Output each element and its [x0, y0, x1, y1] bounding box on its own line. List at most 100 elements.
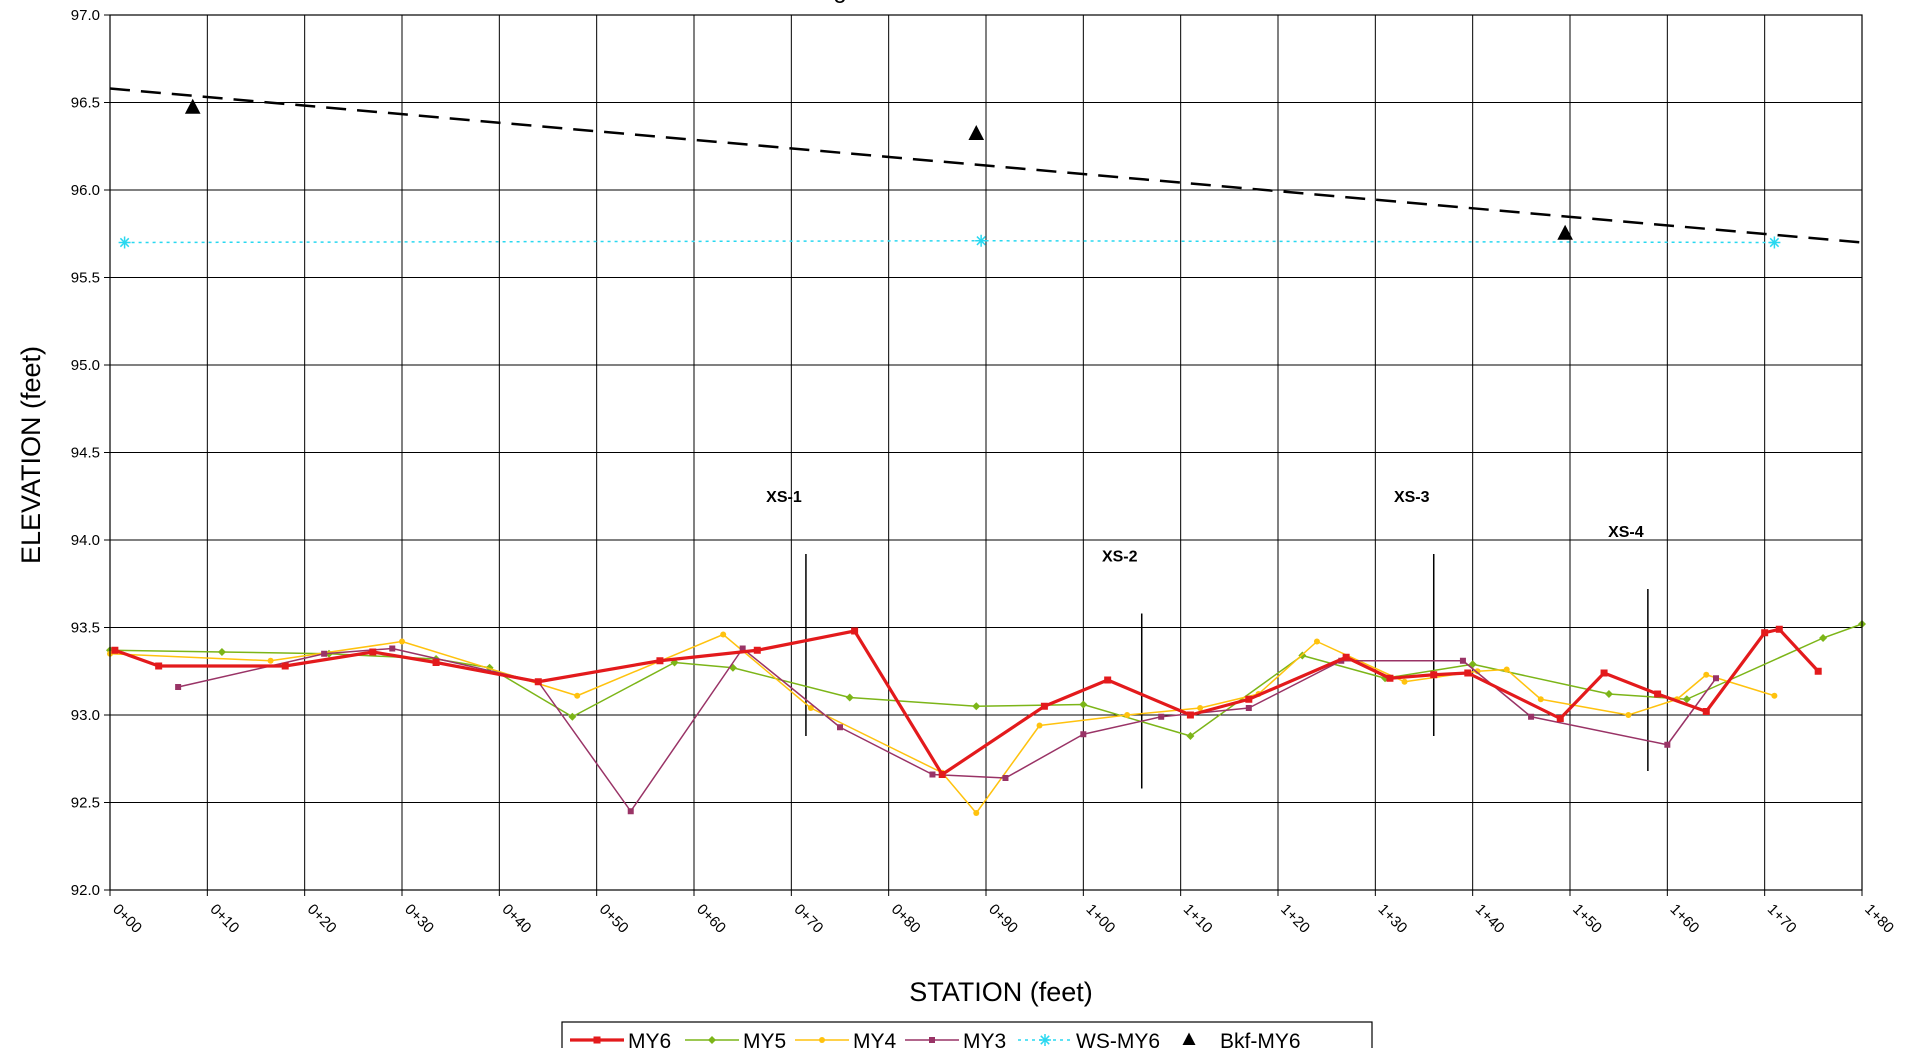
cross-section-label: XS-4 — [1608, 524, 1644, 541]
x-tick-label: 0+90 — [985, 901, 1021, 937]
data-point — [1079, 700, 1088, 709]
data-point — [1245, 705, 1252, 711]
x-tick-label: 0+80 — [888, 901, 924, 937]
x-tick-label: 0+40 — [499, 901, 535, 937]
legend-item: WS-MY6 — [1018, 1030, 1160, 1053]
data-point — [1182, 1032, 1196, 1045]
data-point — [184, 98, 201, 114]
y-tick-label: 92.0 — [71, 882, 100, 899]
data-point — [267, 657, 274, 664]
data-point — [1104, 676, 1112, 684]
legend-item: Bkf-MY6 — [1182, 1030, 1301, 1053]
cross-section-label: XS-1 — [766, 489, 802, 506]
data-point — [175, 684, 182, 690]
data-point — [837, 724, 843, 731]
series-ws-my6 — [118, 234, 1781, 249]
y-tick-label: 96.0 — [71, 182, 100, 199]
data-point — [1313, 638, 1320, 645]
chart-title: g — [833, 0, 846, 4]
cross-section-annotations: XS-1 XS-2 XS-3 XS-4 — [766, 489, 1649, 789]
data-point — [1464, 669, 1472, 677]
data-point — [118, 236, 131, 249]
data-point — [973, 810, 980, 816]
data-point — [281, 662, 289, 670]
data-point — [1124, 712, 1131, 718]
data-point — [1768, 236, 1781, 249]
data-point — [432, 659, 440, 666]
legend: MY6 MY5 MY4 MY3 WS-MY6 Bkf-MY6 — [561, 1021, 1373, 1053]
legend-label: MY4 — [853, 1030, 897, 1048]
data-point — [1556, 715, 1564, 722]
data-point — [1528, 713, 1535, 720]
series-my4 — [107, 631, 1778, 816]
x-tick-label: 0+10 — [207, 901, 243, 937]
x-tick-label: 0+60 — [693, 901, 729, 937]
data-point — [1039, 1034, 1051, 1046]
data-point — [929, 771, 936, 778]
series-line — [109, 633, 1775, 814]
data-point — [321, 650, 328, 657]
data-point — [389, 645, 396, 652]
legend-label: WS-MY6 — [1076, 1030, 1160, 1048]
legend-item: MY4 — [795, 1030, 897, 1053]
data-point — [111, 646, 119, 654]
data-point — [1245, 695, 1253, 703]
data-point — [1775, 625, 1783, 633]
series-layer — [106, 98, 1866, 816]
legend-label: MY3 — [963, 1030, 1006, 1048]
data-point — [574, 692, 581, 699]
data-point — [1761, 629, 1769, 637]
data-point — [1080, 731, 1087, 738]
x-tick-label: 1+60 — [1667, 901, 1703, 937]
x-tick-label: 1+70 — [1764, 901, 1800, 937]
y-tick-label: 97.0 — [71, 7, 100, 24]
y-tick-label: 95.0 — [71, 357, 100, 374]
data-point — [1186, 732, 1195, 740]
data-point — [1819, 634, 1828, 642]
y-axis-title: ELEVATION (feet) — [16, 346, 46, 564]
series-line — [124, 240, 1775, 244]
axes: 92.0 92.5 93.0 93.5 94.0 94.5 95.0 95.5 96.0 96.5… — [71, 7, 1897, 937]
series-bkf-my6 — [184, 98, 1573, 240]
data-point — [155, 662, 163, 670]
data-point — [1186, 711, 1194, 719]
y-tick-label: 93.5 — [71, 620, 100, 637]
y-tick-label: 95.5 — [71, 270, 100, 287]
data-point — [1771, 692, 1778, 699]
data-point — [938, 771, 946, 778]
legend-item: MY6 — [570, 1030, 671, 1053]
data-point — [1430, 671, 1438, 679]
y-tick-label: 94.5 — [71, 445, 100, 462]
data-point — [399, 638, 405, 645]
data-point — [1158, 713, 1165, 720]
data-point — [1503, 666, 1510, 673]
data-point — [845, 693, 854, 702]
data-point — [1703, 671, 1710, 678]
data-point — [1459, 657, 1466, 664]
data-point — [593, 1036, 601, 1044]
series-line — [177, 647, 1717, 812]
x-tick-label: 1+30 — [1375, 901, 1411, 937]
x-tick-label: 1+50 — [1569, 901, 1605, 937]
gridlines — [109, 14, 1863, 891]
data-point — [972, 702, 981, 711]
data-point — [1401, 678, 1408, 685]
plot-border — [109, 14, 1863, 891]
data-point — [1604, 690, 1613, 698]
data-point — [217, 648, 226, 656]
data-point — [1702, 708, 1710, 715]
data-point — [851, 627, 859, 635]
data-point — [720, 631, 727, 638]
data-point — [1040, 702, 1048, 710]
data-point — [739, 645, 746, 652]
data-point — [1713, 675, 1719, 682]
x-tick-label: 0+30 — [401, 901, 437, 937]
data-point — [819, 1037, 825, 1043]
data-point — [1386, 674, 1394, 682]
data-point — [807, 705, 814, 711]
data-point — [1654, 690, 1662, 698]
legend-item: MY5 — [685, 1030, 786, 1053]
data-point — [975, 234, 988, 247]
